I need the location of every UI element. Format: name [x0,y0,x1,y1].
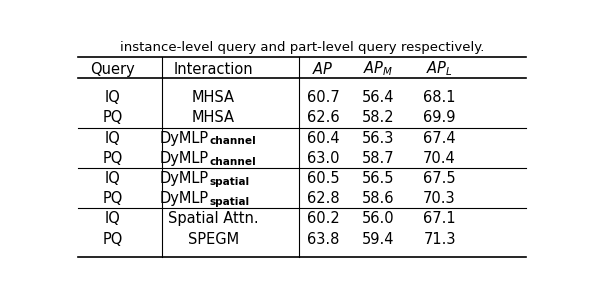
Text: 60.7: 60.7 [307,90,339,105]
Text: 56.5: 56.5 [362,171,394,186]
Text: 68.1: 68.1 [423,90,456,105]
Text: $\mathit{AP}$: $\mathit{AP}$ [312,61,334,77]
Text: DyMLP: DyMLP [159,191,209,206]
Text: 67.1: 67.1 [423,211,456,226]
Text: 63.8: 63.8 [307,232,339,246]
Text: IQ: IQ [104,131,120,146]
Text: 62.8: 62.8 [307,191,339,206]
Text: 63.0: 63.0 [307,151,339,166]
Text: PQ: PQ [103,110,123,125]
Text: $\mathit{AP}_M$: $\mathit{AP}_M$ [363,60,393,78]
Text: DyMLP: DyMLP [159,151,209,166]
Text: PQ: PQ [103,232,123,246]
Text: 56.3: 56.3 [362,131,394,146]
Text: IQ: IQ [104,211,120,226]
Text: 56.4: 56.4 [362,90,394,105]
Text: channel: channel [209,156,256,167]
Text: 60.5: 60.5 [307,171,339,186]
Text: 56.0: 56.0 [362,211,394,226]
Text: 59.4: 59.4 [362,232,394,246]
Text: Query: Query [90,61,135,77]
Text: MHSA: MHSA [192,90,235,105]
Text: Interaction: Interaction [173,61,253,77]
Text: Spatial Attn.: Spatial Attn. [168,211,258,226]
Text: 58.7: 58.7 [362,151,394,166]
Text: instance-level query and part-level query respectively.: instance-level query and part-level quer… [120,41,484,55]
Text: 71.3: 71.3 [423,232,456,246]
Text: 70.3: 70.3 [423,191,456,206]
Text: 67.5: 67.5 [423,171,456,186]
Text: channel: channel [209,136,256,146]
Text: $\mathit{AP}_L$: $\mathit{AP}_L$ [426,60,453,78]
Text: IQ: IQ [104,171,120,186]
Text: 58.2: 58.2 [362,110,394,125]
Text: DyMLP: DyMLP [159,171,209,186]
Text: IQ: IQ [104,90,120,105]
Text: MHSA: MHSA [192,110,235,125]
Text: PQ: PQ [103,151,123,166]
Text: 60.4: 60.4 [307,131,339,146]
Text: 70.4: 70.4 [423,151,456,166]
Text: DyMLP: DyMLP [159,131,209,146]
Text: spatial: spatial [209,177,250,187]
Text: 62.6: 62.6 [307,110,339,125]
Text: 69.9: 69.9 [423,110,456,125]
Text: 60.2: 60.2 [307,211,339,226]
Text: PQ: PQ [103,191,123,206]
Text: 67.4: 67.4 [423,131,456,146]
Text: SPEGM: SPEGM [188,232,239,246]
Text: spatial: spatial [209,197,250,207]
Text: 58.6: 58.6 [362,191,394,206]
